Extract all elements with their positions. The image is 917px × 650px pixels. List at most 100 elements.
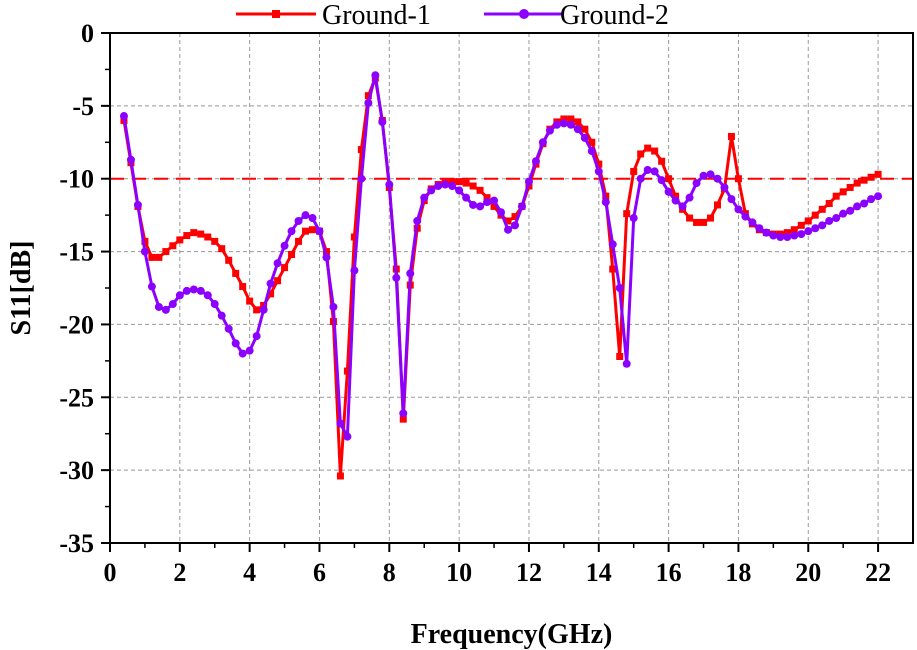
data-point	[706, 170, 715, 179]
data-point	[308, 214, 317, 223]
data-point	[308, 226, 316, 234]
data-point	[483, 198, 492, 207]
data-point	[867, 173, 875, 181]
legend-label: Ground-1	[322, 0, 431, 31]
x-tick-label: 22	[865, 558, 891, 587]
data-point	[664, 187, 673, 196]
y-tick-label: -25	[59, 383, 94, 412]
data-point	[630, 167, 638, 175]
data-point	[126, 155, 135, 164]
data-point	[161, 305, 170, 314]
data-point	[853, 179, 861, 187]
data-point	[197, 230, 205, 238]
data-point	[700, 218, 708, 226]
data-point	[140, 247, 149, 256]
data-point	[665, 175, 673, 183]
data-point	[601, 198, 610, 207]
data-point	[609, 265, 617, 273]
data-point	[811, 224, 820, 233]
data-point	[225, 256, 233, 264]
data-point	[580, 133, 589, 142]
data-point	[797, 221, 805, 229]
data-point	[559, 119, 568, 128]
data-point	[839, 188, 847, 196]
data-point	[119, 112, 128, 121]
data-point	[658, 157, 666, 165]
data-point	[616, 352, 624, 360]
data-point	[741, 212, 750, 221]
data-point	[623, 210, 631, 218]
data-point	[133, 200, 142, 209]
series-line-ground-2	[122, 73, 879, 439]
data-point	[267, 290, 275, 298]
data-point	[294, 216, 303, 225]
legend-marker	[519, 9, 529, 19]
data-point	[839, 209, 848, 218]
data-point	[846, 183, 854, 191]
data-point	[274, 277, 282, 285]
data-point	[253, 306, 261, 314]
data-point	[517, 202, 526, 211]
legend-item-ground-1: Ground-1	[236, 0, 431, 31]
data-point	[636, 174, 645, 183]
data-point	[490, 202, 498, 210]
data-point	[720, 183, 729, 192]
data-point	[790, 226, 798, 234]
data-point	[302, 227, 310, 235]
data-point	[818, 205, 826, 213]
legend-marker	[272, 10, 280, 18]
y-axis-title: S11[dB]	[6, 241, 37, 336]
data-point	[148, 253, 156, 261]
data-point	[685, 193, 694, 202]
data-point	[567, 115, 575, 123]
x-tick-label: 2	[173, 558, 186, 587]
data-point	[832, 214, 841, 223]
data-point	[650, 167, 659, 176]
data-point	[825, 199, 833, 207]
x-tick-label: 14	[586, 558, 612, 587]
x-tick-label: 12	[516, 558, 542, 587]
data-point	[804, 227, 813, 236]
data-point	[867, 195, 876, 204]
series-ground-1	[120, 74, 882, 480]
data-point	[448, 182, 457, 190]
data-point	[469, 200, 478, 209]
data-point	[748, 218, 757, 227]
data-point	[176, 236, 184, 244]
data-point	[224, 324, 233, 333]
data-point	[874, 170, 882, 178]
y-tick-label: -10	[59, 165, 94, 194]
data-point	[168, 300, 177, 309]
data-point	[232, 269, 240, 277]
x-tick-labels: 0 2 4 6 8 10 12 14 16 18 20 22	[104, 558, 892, 587]
data-point	[552, 120, 561, 129]
data-point	[671, 196, 680, 205]
data-point	[511, 213, 519, 221]
data-point	[266, 279, 275, 288]
data-point	[476, 186, 484, 194]
data-point	[189, 285, 198, 294]
y-tick-label: -30	[59, 456, 94, 485]
legend-item-ground-2: Ground-2	[484, 0, 669, 31]
data-point	[476, 202, 485, 211]
grid	[110, 33, 913, 543]
data-point	[343, 432, 352, 441]
data-point	[874, 192, 883, 201]
series-ground-2	[119, 71, 883, 441]
data-point	[769, 231, 778, 240]
x-tick-label: 10	[446, 558, 472, 587]
data-point	[378, 117, 387, 126]
data-point	[455, 178, 463, 186]
data-point	[287, 227, 296, 236]
data-point	[832, 192, 840, 200]
data-point	[657, 176, 666, 185]
data-point	[566, 120, 575, 129]
data-point	[218, 245, 226, 253]
data-point	[594, 167, 603, 176]
data-point	[280, 241, 289, 250]
data-point	[329, 302, 338, 311]
data-point	[538, 138, 547, 147]
data-point	[588, 138, 596, 146]
data-point	[392, 273, 401, 282]
data-point	[169, 242, 177, 250]
